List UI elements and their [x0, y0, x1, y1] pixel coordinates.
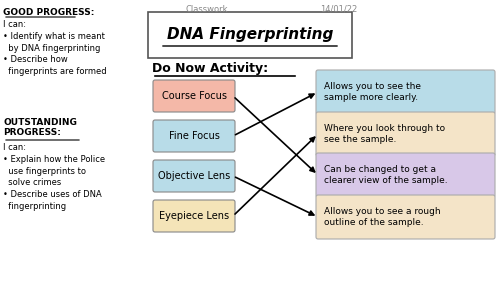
Text: Classwork: Classwork	[185, 5, 228, 14]
FancyBboxPatch shape	[153, 160, 235, 192]
Text: 14/01/22: 14/01/22	[320, 5, 357, 14]
FancyBboxPatch shape	[148, 12, 352, 58]
FancyBboxPatch shape	[316, 112, 495, 156]
Text: Where you look through to
see the sample.: Where you look through to see the sample…	[324, 124, 445, 144]
Text: I can:
• Explain how the Police
  use fingerprints to
  solve crimes
• Describe : I can: • Explain how the Police use fing…	[3, 143, 105, 211]
FancyBboxPatch shape	[153, 200, 235, 232]
FancyBboxPatch shape	[153, 80, 235, 112]
FancyBboxPatch shape	[316, 195, 495, 239]
Text: Fine Focus: Fine Focus	[168, 131, 220, 141]
Text: Can be changed to get a
clearer view of the sample.: Can be changed to get a clearer view of …	[324, 165, 448, 185]
FancyBboxPatch shape	[316, 153, 495, 197]
Text: Allows you to see a rough
outline of the sample.: Allows you to see a rough outline of the…	[324, 207, 440, 227]
FancyBboxPatch shape	[316, 70, 495, 114]
Text: Allows you to see the
sample more clearly.: Allows you to see the sample more clearl…	[324, 82, 421, 102]
FancyBboxPatch shape	[153, 120, 235, 152]
Text: Eyepiece Lens: Eyepiece Lens	[159, 211, 229, 221]
Text: OUTSTANDING
PROGRESS:: OUTSTANDING PROGRESS:	[3, 118, 77, 137]
Text: Course Focus: Course Focus	[162, 91, 226, 101]
Text: GOOD PROGRESS:: GOOD PROGRESS:	[3, 8, 94, 17]
Text: Objective Lens: Objective Lens	[158, 171, 230, 181]
Text: Do Now Activity:: Do Now Activity:	[152, 62, 268, 75]
Text: I can:
• Identify what is meant
  by DNA fingerprinting
• Describe how
  fingerp: I can: • Identify what is meant by DNA f…	[3, 20, 106, 76]
Text: DNA Fingerprinting: DNA Fingerprinting	[167, 28, 333, 42]
